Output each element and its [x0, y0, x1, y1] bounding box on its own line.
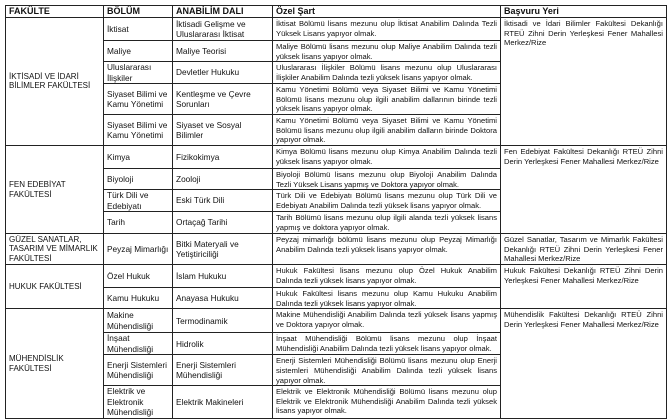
- main-branch: Zooloji: [172, 167, 273, 191]
- special-condition: Makine Mühendisliği Anabilim Dalında tez…: [272, 308, 501, 334]
- special-condition: Peyzaj mimarlığı bölümü lisans mezunu ol…: [272, 233, 501, 266]
- main-branch: Maliye Teorisi: [172, 39, 273, 63]
- faculty-name: HUKUK FAKÜLTESİ: [5, 264, 104, 310]
- special-condition: Kimya Bölümü lisans mezunu olup Kimya An…: [272, 144, 501, 169]
- header-anabilim: ANABİLİM DALI: [172, 5, 273, 18]
- application-place: Güzel Sanatlar, Tasarım ve Mimarlık Fakü…: [500, 233, 667, 266]
- special-condition: Maliye Bölümü lisans mezunu olup Maliye …: [272, 39, 501, 63]
- main-branch: İktisadi Gelişme ve Uluslararası İktisat: [172, 17, 273, 41]
- department: Siyaset Bilimi ve Kamu Yönetimi: [103, 114, 173, 146]
- special-condition: Biyoloji Bölümü lisans mezunu olup Biyol…: [272, 167, 501, 191]
- department: Uluslararası İlişkiler: [103, 61, 173, 85]
- special-condition: Hukuk Fakültesi lisans mezunu olup Özel …: [272, 264, 501, 289]
- main-branch: Termodinamik: [172, 308, 273, 334]
- application-place: Hukuk Fakültesi Dekanlığı RTEÜ Zihni Der…: [500, 264, 667, 310]
- department: Maliye: [103, 39, 173, 63]
- table-row: FEN EDEBİYAT FAKÜLTESİ Kimya Fizikokimya Ki…: [5, 144, 667, 235]
- table-row: Enerji Sistemleri Mühendisliği Enerji Sis…: [6, 354, 667, 387]
- main-branch: Devletler Hukuku: [172, 61, 273, 85]
- main-branch: Hidrolik: [172, 332, 273, 356]
- department: İktisat: [103, 17, 173, 41]
- department: Kamu Hukuku: [103, 287, 173, 310]
- department: İnşaat Mühendisliği: [103, 332, 173, 356]
- main-branch: Anayasa Hukuku: [172, 287, 273, 310]
- main-branch: Bitki Materyali ve Yetiştiriciliği: [172, 233, 273, 266]
- table-row: Türk Dili ve Edebiyatı Eski Türk Dili Türk…: [6, 189, 667, 213]
- main-branch: İslam Hukuku: [172, 264, 273, 289]
- table-row: Elektrik ve Elektronik Mühendisliği Elekt…: [6, 385, 667, 419]
- department: Özel Hukuk: [103, 264, 173, 289]
- main-branch: Kentleşme ve Çevre Sorunları: [172, 83, 273, 116]
- table-row: İnşaat Mühendisliği Hidrolik İnşaat Mühend…: [6, 332, 667, 356]
- header-sart: Özel Şart: [272, 5, 501, 18]
- table-row: Tarih Ortaçağ Tarihi Tarih Bölümü lisans m…: [6, 211, 667, 235]
- table-row: HUKUK FAKÜLTESİ Özel Hukuk İslam Hukuku Huk…: [5, 264, 667, 310]
- application-place: Fen Edebiyat Fakültesi Dekanlığı RTEÜ Zi…: [500, 144, 667, 235]
- table-row: MÜHENDİSLİK FAKÜLTESİ Makine Mühendisliği…: [5, 308, 667, 419]
- table-row: Kamu Hukuku Anayasa Hukuku Hukuk Fakültesi…: [6, 287, 667, 310]
- table-body: İKTİSADİ VE İDARİ BİLİMLER FAKÜLTESİ İkti…: [5, 17, 667, 419]
- department: Makine Mühendisliği: [103, 308, 173, 334]
- table-row: Biyoloji Zooloji Biyoloji Bölümü lisans me…: [6, 167, 667, 191]
- main-branch: Siyaset ve Sosyal Bilimler: [172, 114, 273, 146]
- main-branch: Eski Türk Dili: [172, 189, 273, 213]
- header-fakulte: FAKÜLTE: [5, 5, 104, 18]
- table-row: Maliye Maliye Teorisi Maliye Bölümü lisans…: [6, 39, 667, 63]
- special-condition: Uluslararası İlişkiler Bölümü lisans mez…: [272, 61, 501, 85]
- department: Tarih: [103, 211, 173, 235]
- faculty-name: MÜHENDİSLİK FAKÜLTESİ: [5, 308, 104, 419]
- special-condition: Türk Dili ve Edebiyatı Bölümü lisans mez…: [272, 189, 501, 213]
- special-condition: İktisat Bölümü lisans mezunu olup İktisa…: [272, 17, 501, 41]
- faculty-name: İKTİSADİ VE İDARİ BİLİMLER FAKÜLTESİ: [5, 17, 104, 146]
- department: Kimya: [103, 144, 173, 169]
- header-row: FAKÜLTE BÖLÜM ANABİLİM DALI Özel Şart Ba…: [5, 5, 667, 18]
- application-place: Mühendislik Fakültesi Dekanlığı RTEÜ Zih…: [500, 308, 667, 419]
- faculty-name: GÜZEL SANATLAR, TASARIM VE MİMARLIK FAKÜ…: [5, 233, 104, 266]
- main-branch: Elektrik Makineleri: [172, 385, 273, 419]
- special-condition: Tarih Bölümü lisans mezunu olup ilgili a…: [272, 211, 501, 235]
- main-branch: Ortaçağ Tarihi: [172, 211, 273, 235]
- special-condition: Elektrik ve Elektronik Mühendisliği Bölü…: [272, 385, 501, 419]
- special-condition: Hukuk Fakültesi lisans mezunu olup Kamu …: [272, 287, 501, 310]
- faculty-name: FEN EDEBİYAT FAKÜLTESİ: [5, 144, 104, 235]
- application-place: İktisadi ve İdari Bilimler Fakültesi Dek…: [500, 17, 667, 146]
- requirements-table: FAKÜLTE BÖLÜM ANABİLİM DALI Özel Şart Ba…: [5, 5, 667, 419]
- main-branch: Enerji Sistemleri Mühendisliği: [172, 354, 273, 387]
- department: Elektrik ve Elektronik Mühendisliği: [103, 385, 173, 419]
- special-condition: Kamu Yönetimi Bölümü veya Siyaset Bilimi…: [272, 114, 501, 146]
- special-condition: İnşaat Mühendisliği Bölümü lisans mezunu…: [272, 332, 501, 356]
- department: Siyaset Bilimi ve Kamu Yönetimi: [103, 83, 173, 116]
- table-row: Siyaset Bilimi ve Kamu Yönetimi Siyaset v…: [6, 114, 667, 146]
- table-row: İKTİSADİ VE İDARİ BİLİMLER FAKÜLTESİ İkti…: [5, 17, 667, 146]
- department: Peyzaj Mimarlığı: [103, 233, 173, 266]
- table-row: Siyaset Bilimi ve Kamu Yönetimi Kentleşme…: [6, 83, 667, 116]
- header-basvuru: Başvuru Yeri: [500, 5, 667, 18]
- special-condition: Enerji Sistemleri Mühendisliği Bölümü li…: [272, 354, 501, 387]
- department: Enerji Sistemleri Mühendisliği: [103, 354, 173, 387]
- department: Türk Dili ve Edebiyatı: [103, 189, 173, 213]
- main-branch: Fizikokimya: [172, 144, 273, 169]
- header-bolum: BÖLÜM: [103, 5, 173, 18]
- table-row: GÜZEL SANATLAR, TASARIM VE MİMARLIK FAKÜ…: [5, 233, 667, 266]
- department: Biyoloji: [103, 167, 173, 191]
- special-condition: Kamu Yönetimi Bölümü veya Siyaset Bilimi…: [272, 83, 501, 116]
